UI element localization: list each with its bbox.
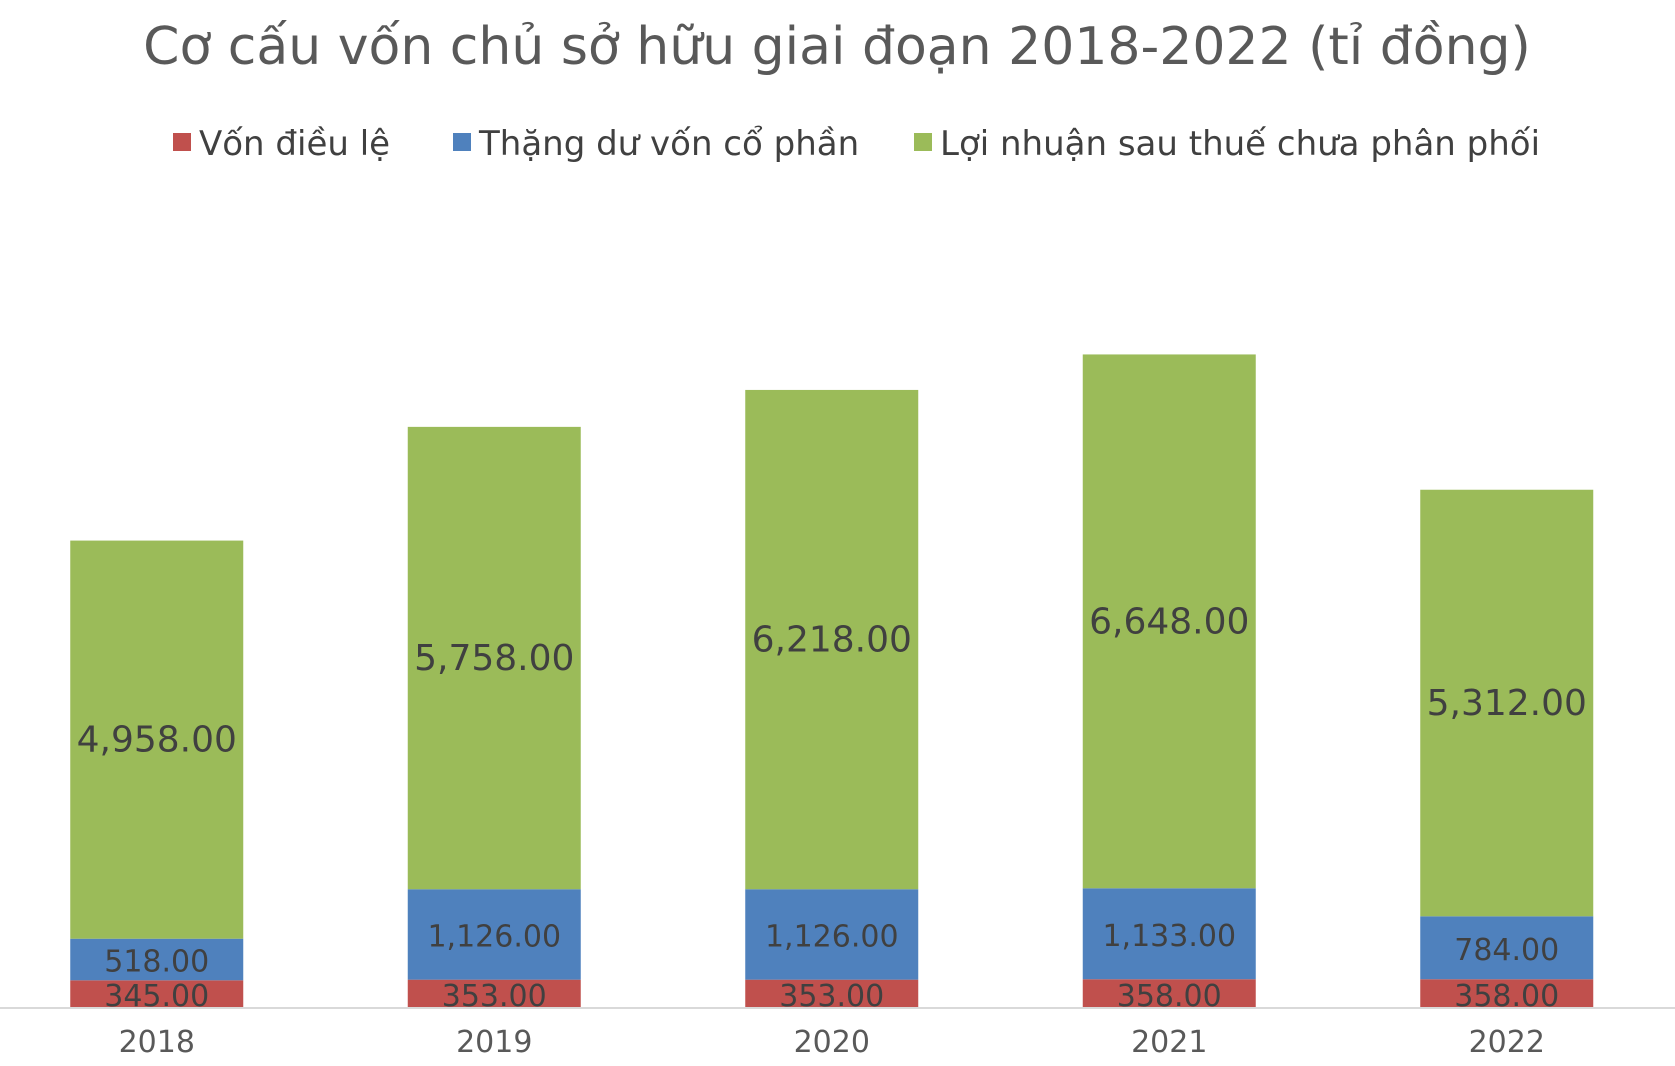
x-tick-label-2021: 2021 — [1131, 1025, 1207, 1060]
legend-swatch-thang-du-von-co-phan — [453, 133, 471, 151]
x-tick-label-2018: 2018 — [119, 1025, 195, 1060]
bar-segment-2021-series-1 — [1082, 888, 1256, 980]
data-label-2022-series-2: 5,312.00 — [1427, 683, 1587, 724]
data-label-2019-series-2: 5,758.00 — [414, 638, 574, 679]
data-label-2018-series-1: 518.00 — [104, 944, 209, 979]
bar-segment-2022-series-1 — [1420, 916, 1594, 980]
bar-segment-2019-series-1 — [407, 889, 581, 980]
bar-segment-2020-series-0 — [745, 979, 919, 1008]
chart-title: Cơ cấu vốn chủ sở hữu giai đoạn 2018-202… — [143, 17, 1531, 77]
bar-segment-2021-series-2 — [1082, 354, 1256, 889]
bar-segment-2019-series-2 — [407, 426, 581, 890]
data-label-2021-series-1: 1,133.00 — [1102, 919, 1236, 954]
data-label-2018-series-2: 4,958.00 — [77, 720, 237, 761]
x-tick-label-2022: 2022 — [1469, 1025, 1545, 1060]
legend-swatch-loi-nhuan-sau-thue — [914, 133, 932, 151]
legend-label-thang-du-von-co-phan: Thặng dư vốn cổ phần — [478, 124, 859, 164]
bar-segment-2022-series-2 — [1420, 489, 1594, 917]
bar-segment-2020-series-2 — [745, 389, 919, 890]
bar-segment-2022-series-0 — [1420, 979, 1594, 1008]
legend: Vốn điều lệ Thặng dư vốn cổ phần Lợi nhu… — [173, 124, 1540, 164]
legend-label-von-dieu-le: Vốn điều lệ — [199, 124, 390, 164]
legend-swatch-von-dieu-le — [173, 133, 191, 151]
x-tick-label-2020: 2020 — [794, 1025, 870, 1060]
bar-segment-2018-series-1 — [70, 938, 244, 981]
data-label-2021-series-2: 6,648.00 — [1089, 601, 1249, 642]
data-label-2020-series-2: 6,218.00 — [752, 620, 912, 661]
plot-area: 345.00518.004,958.00353.001,126.005,758.… — [70, 354, 1594, 1014]
x-tick-label-2019: 2019 — [456, 1025, 532, 1060]
bar-segment-2019-series-0 — [407, 979, 581, 1008]
legend-label-loi-nhuan-sau-thue: Lợi nhuận sau thuế chưa phân phối — [940, 124, 1540, 164]
bar-segment-2018-series-2 — [70, 540, 244, 939]
data-label-2020-series-1: 1,126.00 — [765, 919, 899, 954]
bar-segment-2021-series-0 — [1082, 979, 1256, 1008]
bar-segment-2018-series-0 — [70, 980, 244, 1008]
data-label-2022-series-1: 784.00 — [1454, 933, 1559, 968]
data-label-2019-series-1: 1,126.00 — [427, 919, 561, 954]
bar-segment-2020-series-1 — [745, 889, 919, 980]
x-axis-ticks: 2018 2019 2020 2021 2022 — [119, 1025, 1545, 1060]
